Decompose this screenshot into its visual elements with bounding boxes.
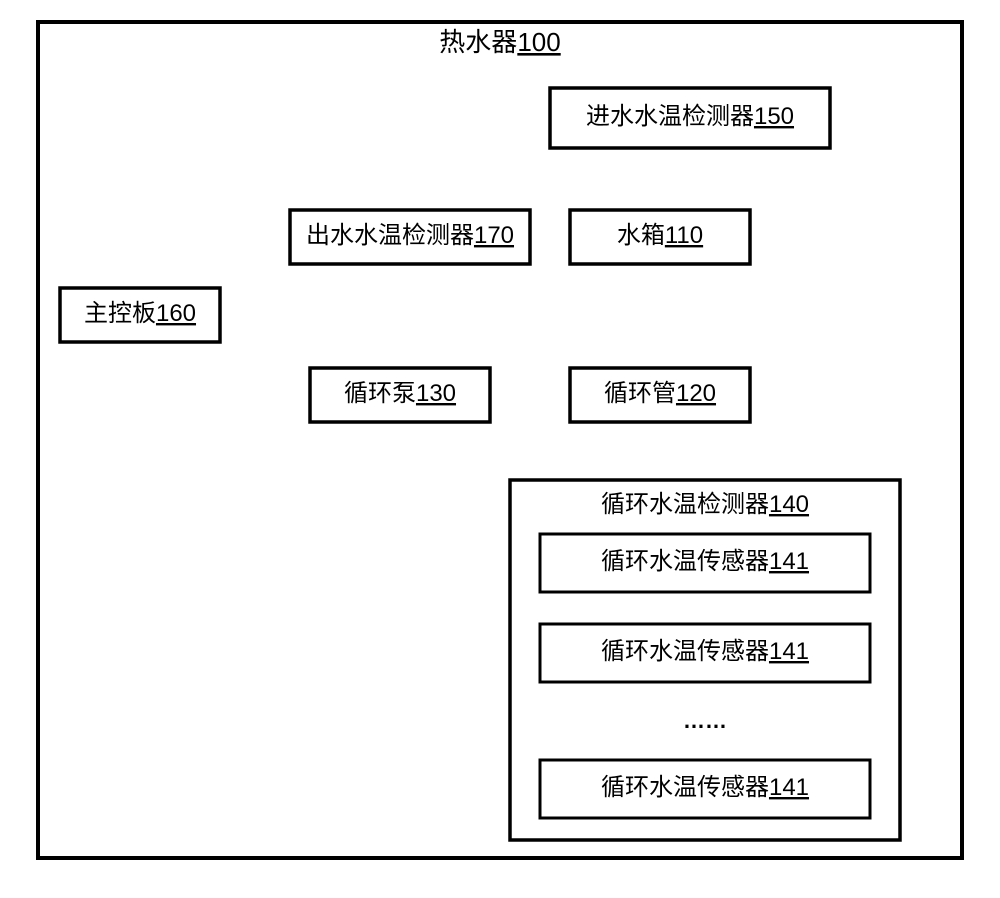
label-s3: 循环水温传感器141 [601, 774, 809, 801]
label-n130: 循环泵130 [344, 380, 456, 407]
label-n140: 循环水温检测器140 [601, 491, 809, 518]
block-diagram: 热水器100 进水水温检测器150 出水水温检测器170 水箱110 主控板160 循环泵… [0, 0, 1000, 898]
label-n170: 出水水温检测器170 [306, 222, 514, 249]
label-s2: 循环水温传感器141 [601, 638, 809, 665]
label-s1: 循环水温传感器141 [601, 548, 809, 575]
label-n120: 循环管120 [604, 380, 716, 407]
label-n150: 进水水温检测器150 [586, 103, 794, 130]
label-n160: 主控板160 [84, 300, 196, 327]
ellipsis: …… [683, 708, 727, 733]
title-label: 热水器100 [439, 27, 560, 57]
label-n110: 水箱110 [617, 222, 703, 249]
